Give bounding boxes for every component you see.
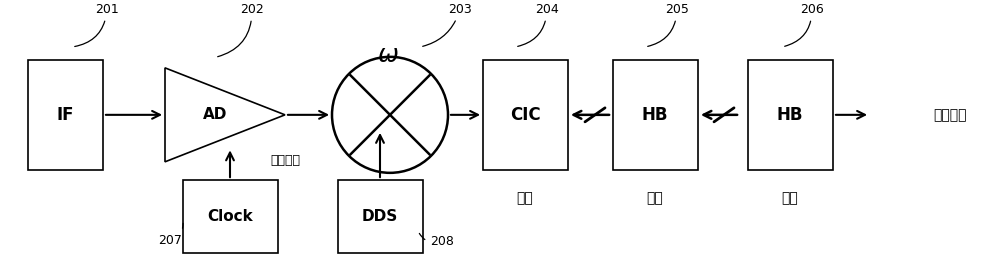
Text: HB: HB xyxy=(642,106,668,124)
Text: 抄取: 抄取 xyxy=(782,191,798,205)
Text: 抄取: 抄取 xyxy=(647,191,663,205)
Bar xyxy=(612,60,698,170)
Text: DDS: DDS xyxy=(362,209,398,224)
Text: 204: 204 xyxy=(518,3,559,46)
Text: 高速采样: 高速采样 xyxy=(270,154,300,167)
Bar xyxy=(28,60,103,170)
Text: CIC: CIC xyxy=(510,106,540,124)
Bar xyxy=(182,180,278,253)
Text: 205: 205 xyxy=(648,3,689,46)
Bar xyxy=(748,60,832,170)
Bar xyxy=(483,60,568,170)
Text: 208: 208 xyxy=(419,233,454,248)
Text: HB: HB xyxy=(777,106,803,124)
Text: 203: 203 xyxy=(423,3,472,46)
Text: 206: 206 xyxy=(785,3,824,46)
Text: IF: IF xyxy=(56,106,74,124)
Text: AD: AD xyxy=(203,107,227,122)
Text: 抄取: 抄取 xyxy=(517,191,533,205)
Text: 基带速率: 基带速率 xyxy=(933,108,967,122)
Ellipse shape xyxy=(332,57,448,173)
Text: 202: 202 xyxy=(218,3,264,57)
Text: $\omega$: $\omega$ xyxy=(377,43,399,67)
Text: 207: 207 xyxy=(158,223,183,247)
Polygon shape xyxy=(165,68,285,162)
Text: Clock: Clock xyxy=(207,209,253,224)
Bar xyxy=(338,180,422,253)
Text: 201: 201 xyxy=(75,3,119,46)
